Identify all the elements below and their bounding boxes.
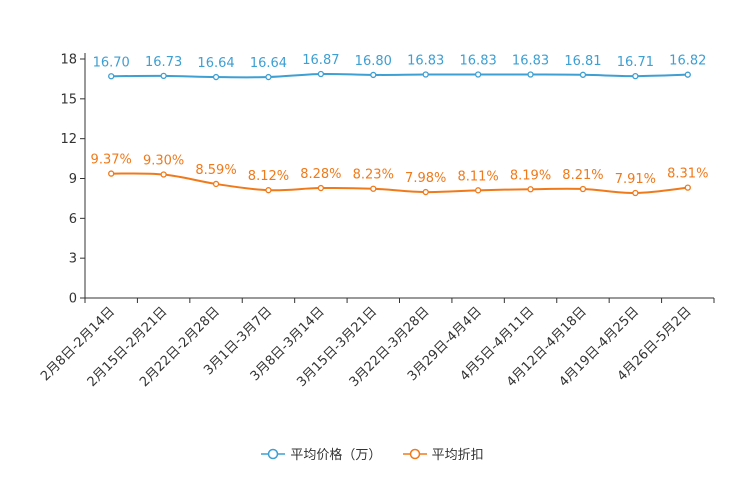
data-point [212, 73, 220, 81]
data-labels: 16.70 16.73 16.64 16.64 16.87 16.80 16.83 16.83… [91, 53, 709, 187]
data-point [527, 71, 534, 78]
data-label: 8.59% [195, 163, 236, 178]
data-label: 8.19% [510, 168, 551, 183]
data-point [317, 70, 325, 78]
legend-discount-label: 平均折扣 [431, 448, 484, 463]
data-label: 8.28% [300, 167, 341, 182]
data-point [212, 180, 220, 188]
data-point [474, 187, 482, 194]
data-point [632, 72, 639, 80]
data-label: 16.64 [197, 56, 234, 71]
series-line-0 [111, 72, 688, 79]
series-lines [108, 70, 691, 197]
data-point [422, 188, 429, 196]
data-label: 8.23% [353, 168, 394, 183]
data-point [160, 171, 167, 178]
data-point [474, 71, 482, 78]
data-point [265, 73, 272, 81]
y-tick-label: 18 [60, 53, 77, 68]
series-line-1 [111, 172, 688, 194]
data-label: 16.82 [669, 54, 706, 69]
data-point [265, 187, 272, 194]
data-label: 16.70 [93, 55, 130, 70]
data-point [527, 186, 534, 193]
legend-price-marker-icon [261, 448, 286, 459]
data-label: 16.80 [355, 54, 392, 69]
data-label: 8.31% [667, 167, 708, 182]
line-chart: 03691215182月8日-2月14日2月15日-2月21日2月22日-2月2… [38, 53, 715, 390]
data-point [160, 72, 167, 80]
data-point [108, 73, 115, 80]
data-label: 16.73 [145, 55, 182, 70]
data-label: 8.11% [457, 169, 498, 184]
y-tick-label: 6 [69, 212, 77, 227]
y-tick-label: 3 [69, 252, 77, 267]
data-point [422, 71, 429, 78]
data-label: 16.71 [617, 55, 654, 70]
data-label: 7.91% [615, 172, 656, 187]
data-label: 7.98% [405, 171, 446, 186]
data-label: 9.30% [143, 154, 184, 169]
y-tick-label: 12 [60, 132, 77, 147]
data-point [579, 71, 587, 78]
data-point [108, 170, 115, 177]
data-label: 8.12% [248, 169, 289, 184]
data-point [317, 184, 325, 192]
y-tick-label: 0 [69, 292, 77, 307]
data-point [579, 185, 587, 193]
legend-discount-marker-icon [402, 448, 427, 459]
y-tick-label: 15 [60, 92, 77, 107]
data-label: 16.83 [512, 54, 549, 69]
data-point [632, 189, 639, 197]
legend: 平均价格（万） 平均折扣 [0, 444, 744, 463]
data-label: 9.37% [91, 153, 132, 168]
data-point [370, 185, 377, 192]
data-label: 16.87 [302, 53, 339, 68]
axes: 03691215182月8日-2月14日2月15日-2月21日2月22日-2月2… [38, 53, 715, 390]
data-point [684, 71, 691, 78]
data-label: 8.21% [562, 168, 603, 183]
data-point [684, 184, 691, 191]
data-label: 16.83 [407, 54, 444, 69]
data-point [370, 71, 377, 79]
legend-item-discount[interactable]: 平均折扣 [402, 444, 484, 463]
data-label: 16.83 [460, 54, 497, 69]
data-label: 16.81 [564, 54, 601, 69]
y-tick-label: 9 [69, 172, 77, 187]
legend-item-price[interactable]: 平均价格（万） [260, 444, 381, 463]
data-label: 16.64 [250, 56, 287, 71]
legend-price-label: 平均价格（万） [290, 448, 382, 463]
